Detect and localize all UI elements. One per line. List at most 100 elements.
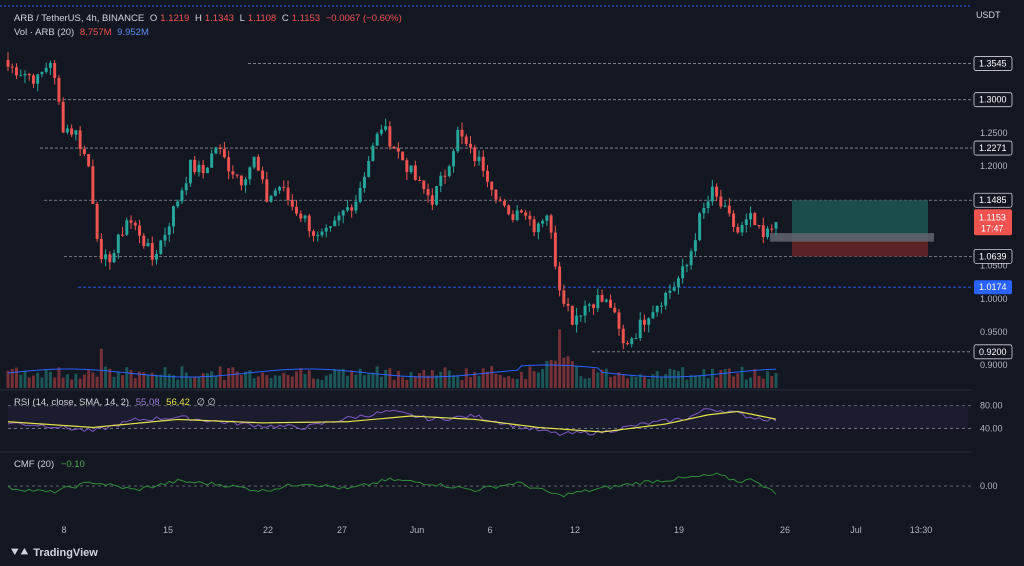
volume-bar: [129, 370, 133, 388]
candle-body: [286, 187, 290, 200]
volume-bar: [536, 372, 540, 388]
low-value: 1.1108: [247, 13, 277, 24]
volume-bar: [384, 369, 388, 388]
candle-body: [74, 130, 78, 135]
volume-bar: [146, 374, 150, 388]
volume-bar: [672, 369, 676, 388]
volume-bar: [549, 360, 553, 388]
volume-bar: [744, 379, 748, 388]
candle-body: [604, 299, 608, 302]
candle-body: [142, 235, 146, 247]
rsi-empty-values: ∅ ∅: [196, 397, 216, 408]
candle-body: [256, 156, 260, 171]
volume-bar: [413, 376, 417, 388]
volume-bar: [494, 373, 498, 388]
candle-body: [617, 312, 621, 329]
volume-bar: [609, 377, 612, 388]
volume-bar: [312, 378, 315, 388]
candle-body: [129, 220, 133, 223]
candle-body: [753, 213, 757, 226]
candle-body: [303, 215, 307, 219]
volume-bar: [681, 366, 685, 388]
volume-header: Vol · ARB (20) 8.757M 9.952M: [14, 27, 152, 38]
candle-body: [647, 318, 651, 325]
candle-body: [732, 213, 736, 227]
candle-body: [545, 215, 549, 221]
candle-body: [452, 151, 456, 167]
volume-bar: [218, 366, 222, 388]
candle-body: [587, 304, 591, 306]
cmf-legend: CMF (20) −0.10: [14, 459, 89, 470]
candle-body: [48, 63, 52, 68]
candle-body: [27, 74, 31, 76]
volume-bar: [48, 371, 52, 388]
volume-bar: [626, 378, 629, 388]
volume-bar: [655, 371, 659, 388]
price-tick-label: 0.9000: [980, 360, 1008, 370]
volume-bar: [188, 377, 192, 388]
tradingview-logo[interactable]: ⯆⯅ TradingView: [10, 545, 98, 560]
candle-body: [354, 201, 358, 211]
candle-body: [99, 238, 103, 260]
volume-bar: [341, 368, 345, 388]
candle-body: [299, 213, 303, 219]
candle-body: [490, 181, 494, 190]
candle-body: [163, 234, 167, 241]
volume-bar: [99, 348, 103, 388]
candle-body: [244, 179, 248, 186]
volume-bar: [685, 379, 689, 388]
volume-bar: [295, 371, 299, 388]
volume-bar: [316, 379, 320, 388]
candle-body: [91, 166, 95, 204]
volume-ma-line: [7, 364, 777, 378]
price-tag: [973, 140, 1013, 156]
volume-bar: [659, 377, 663, 388]
volume-bar: [651, 374, 655, 388]
candle-body: [579, 315, 583, 317]
candle-body: [146, 243, 150, 247]
volume-bar: [193, 376, 197, 388]
candle-body: [350, 207, 354, 211]
volume-bar: [481, 368, 485, 388]
candle-body: [570, 305, 574, 325]
time-axis-label: 27: [337, 525, 347, 535]
volume-bar: [528, 366, 532, 388]
candle-body: [511, 214, 515, 220]
symbol-title: ARB / TetherUS, 4h, BINANCE: [14, 13, 145, 24]
candle-body: [278, 186, 282, 191]
candle-body: [193, 159, 197, 173]
volume-bar: [23, 370, 27, 388]
candle-body: [396, 148, 400, 152]
candle-body: [371, 145, 375, 161]
volume-bar: [65, 374, 69, 388]
candle-body: [596, 295, 600, 309]
price-tick-label: 0.9500: [980, 327, 1008, 337]
volume-bar: [706, 378, 710, 388]
volume-bar: [19, 374, 23, 388]
volume-bar: [617, 372, 621, 388]
candle-body: [460, 129, 464, 137]
candle-body: [57, 77, 61, 102]
price-tag: [973, 344, 1013, 360]
price-tag-label: 1.2271: [979, 143, 1007, 153]
volume-bar: [57, 367, 61, 388]
volume-bar: [345, 375, 349, 388]
volume-bar: [239, 374, 243, 388]
candle-body: [104, 254, 108, 260]
time-axis-label: 13:30: [910, 525, 933, 535]
candle-body: [774, 222, 778, 229]
candle-body: [494, 189, 498, 200]
volume-bar: [570, 361, 574, 388]
candle-body: [112, 253, 116, 263]
volume-bar: [231, 367, 235, 388]
volume-bar: [74, 373, 78, 388]
candle-body: [553, 232, 557, 267]
candle-body: [715, 186, 719, 197]
candle-body: [205, 167, 209, 174]
volume-bar: [464, 368, 468, 388]
volume-bar: [337, 369, 341, 388]
volume-bar: [498, 374, 502, 388]
candle-body: [676, 278, 680, 288]
candle-body: [167, 226, 171, 235]
